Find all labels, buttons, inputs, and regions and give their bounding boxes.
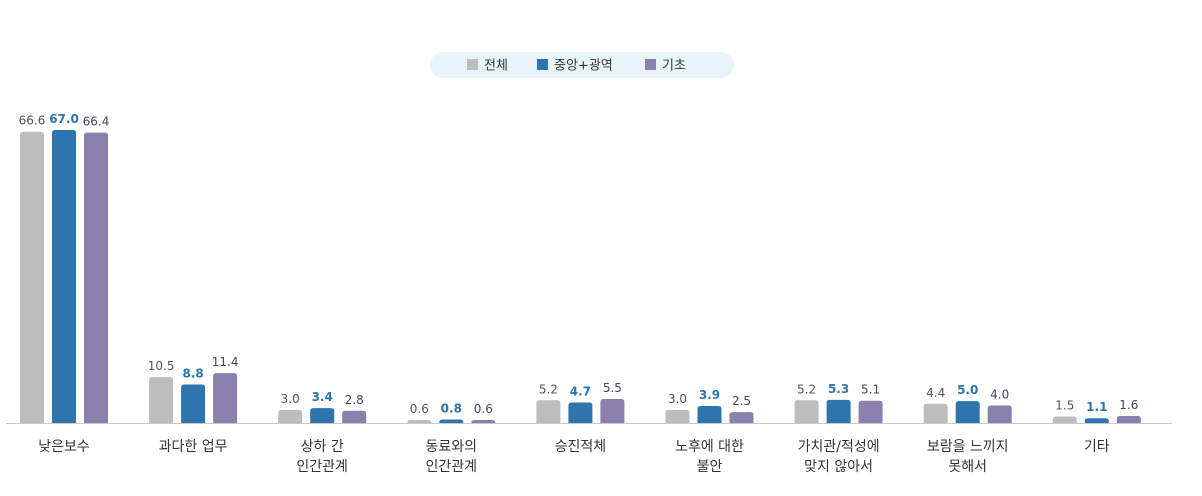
- legend-swatch-2: [537, 59, 548, 70]
- bar-1-series-2: [52, 130, 76, 423]
- bar-2-series-1: [149, 377, 174, 423]
- value-label-6-2: 3.9: [699, 388, 720, 402]
- bar-6-series-2: [697, 405, 722, 423]
- category-label-1-line-1: 낮은보수: [38, 439, 90, 455]
- bar-8-series-2: [955, 401, 980, 423]
- value-label-6-1: 3.0: [668, 392, 687, 406]
- category-label-4-line-2: 인간관계: [426, 459, 478, 475]
- value-label-3-2: 3.4: [312, 390, 333, 404]
- category-label-6-line-1: 노후에 대한: [675, 439, 744, 455]
- category-label-7-line-2: 맞지 않아서: [804, 459, 873, 475]
- value-label-9-1: 1.5: [1055, 398, 1074, 412]
- value-label-9-3: 1.6: [1119, 398, 1138, 412]
- value-label-3-1: 3.0: [281, 392, 300, 406]
- category-label-5-line-1: 승진적체: [555, 439, 607, 455]
- bar-1-series-1: [20, 131, 44, 423]
- value-label-8-3: 4.0: [990, 388, 1009, 402]
- bar-2-series-2: [181, 384, 206, 423]
- category-label-3-line-2: 인간관계: [296, 459, 348, 475]
- bar-7-series-1: [794, 400, 819, 423]
- value-label-4-3: 0.6: [474, 402, 493, 416]
- bar-5-series-1: [536, 400, 561, 423]
- value-label-7-2: 5.3: [828, 382, 849, 396]
- bars: 66.6 67.0 66.4 10.5 8.8 11.4 3.0 3.4 2.8 0.6 0.8 0.…: [19, 112, 1141, 423]
- category-label-3-line-1: 상하 간: [301, 439, 344, 455]
- bar-3-series-1: [278, 409, 303, 423]
- value-label-4-2: 0.8: [441, 402, 462, 416]
- value-label-4-1: 0.6: [410, 402, 429, 416]
- value-label-5-3: 5.5: [603, 381, 622, 395]
- category-label-8-line-1: 보람을 느끼지: [927, 439, 1009, 455]
- value-label-5-1: 5.2: [539, 382, 558, 396]
- value-label-1-3: 66.4: [83, 115, 110, 129]
- bar-4-series-3: [471, 420, 496, 423]
- value-label-8-1: 4.4: [926, 386, 945, 400]
- bar-9-series-1: [1052, 416, 1077, 423]
- legend-label-1: 전체: [484, 59, 508, 74]
- bar-5-series-2: [568, 402, 593, 423]
- legend-swatch-1: [467, 59, 478, 70]
- bar-3-series-2: [310, 408, 335, 423]
- bar-4-series-1: [407, 420, 432, 423]
- bar-5-series-3: [600, 398, 625, 423]
- value-label-2-3: 11.4: [212, 355, 239, 369]
- category-label-9-line-1: 기타: [1084, 439, 1110, 455]
- bar-7-series-3: [858, 400, 883, 423]
- legend-background: [430, 52, 734, 78]
- bar-8-series-3: [987, 405, 1012, 423]
- category-label-4-line-1: 동료와의: [426, 439, 478, 455]
- value-label-2-1: 10.5: [148, 359, 175, 373]
- value-label-9-2: 1.1: [1086, 400, 1107, 414]
- bar-7-series-2: [826, 399, 851, 423]
- bar-9-series-2: [1084, 418, 1109, 423]
- value-label-1-2: 67.0: [49, 112, 79, 126]
- bar-4-series-2: [439, 419, 464, 423]
- legend-swatch-3: [645, 59, 656, 70]
- bar-9-series-3: [1116, 416, 1141, 423]
- legend-label-2: 중앙+광역: [554, 59, 613, 74]
- legend-label-3: 기초: [662, 59, 686, 74]
- category-label-2-line-1: 과다한 업무: [159, 439, 228, 455]
- category-label-7-line-1: 가치관/적성에: [798, 439, 880, 455]
- value-label-7-1: 5.2: [797, 382, 816, 396]
- value-label-6-3: 2.5: [732, 394, 751, 408]
- value-label-8-2: 5.0: [957, 383, 978, 397]
- value-label-2-2: 8.8: [182, 367, 203, 381]
- bar-6-series-3: [729, 412, 754, 423]
- value-label-7-3: 5.1: [861, 383, 880, 397]
- bar-2-series-3: [213, 373, 238, 423]
- value-label-1-1: 66.6: [19, 114, 46, 128]
- bar-6-series-1: [665, 409, 690, 423]
- category-label-8-line-2: 못해서: [948, 459, 987, 475]
- bar-3-series-3: [342, 410, 367, 423]
- value-label-3-3: 2.8: [345, 393, 364, 407]
- category-label-6-line-2: 불안: [697, 459, 723, 475]
- legend: 전체 중앙+광역 기초: [430, 52, 734, 78]
- bar-8-series-1: [923, 403, 948, 423]
- value-label-5-2: 4.7: [570, 384, 591, 398]
- bar-1-series-3: [84, 132, 108, 423]
